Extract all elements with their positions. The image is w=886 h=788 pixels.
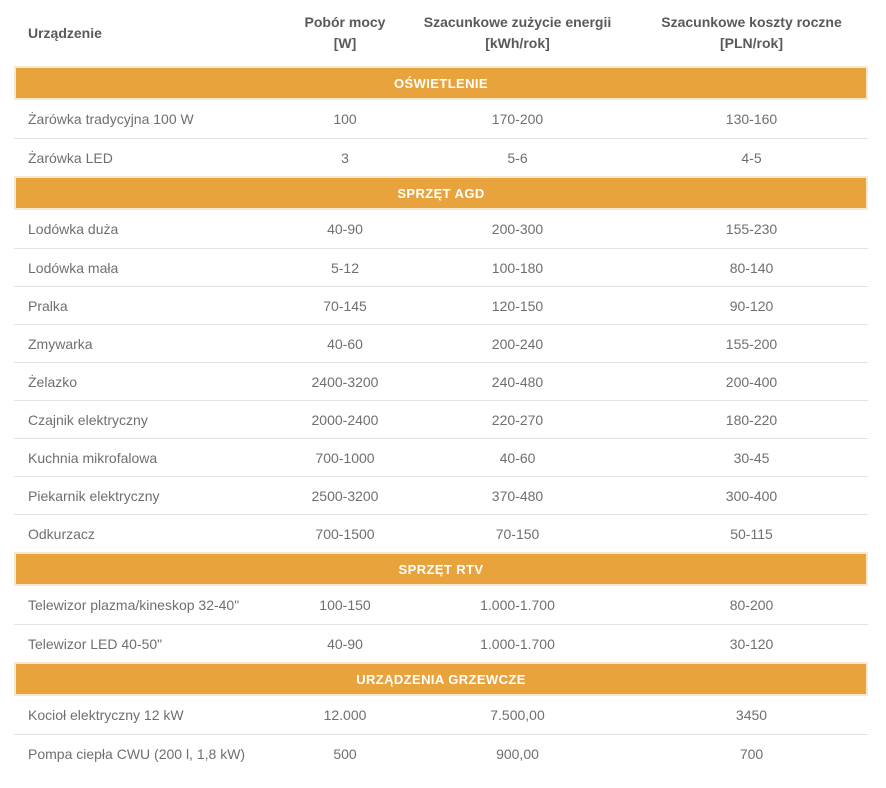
cell-cost: 155-230 — [725, 221, 778, 237]
cell-device: Telewizor plazma/kineskop 32-40" — [28, 597, 240, 613]
column-header-cost: Szacunkowe koszty roczne [PLN/rok] — [635, 12, 868, 54]
cell-device: Żelazko — [28, 373, 78, 390]
table-row: Odkurzacz 700-1500 70-150 50-115 — [14, 514, 868, 552]
cell-energy: 1.000-1.700 — [480, 635, 555, 652]
cell-energy: 5-6 — [507, 149, 528, 166]
cell-device: Piekarnik elektryczny — [28, 487, 160, 504]
column-header-label: Szacunkowe koszty roczne — [661, 14, 842, 30]
column-header-unit: [kWh/rok] — [485, 35, 550, 51]
cell-cost: 90-120 — [729, 297, 774, 314]
cell-power: 2500-3200 — [311, 487, 379, 504]
cell-energy: 200-300 — [491, 221, 544, 237]
table-row: Zmywarka 40-60 200-240 155-200 — [14, 324, 868, 362]
cell-device: Pompa ciepła CWU (200 l, 1,8 kW) — [28, 745, 246, 762]
column-header-label: Szacunkowe zużycie energii — [423, 14, 612, 30]
section-title: OŚWIETLENIE — [394, 75, 488, 91]
cell-power: 40-60 — [327, 335, 363, 352]
column-header-device: Urządzenie — [14, 23, 290, 44]
cell-power: 40-90 — [327, 221, 363, 237]
cell-power: 2000-2400 — [311, 411, 379, 428]
section-header: OŚWIETLENIE — [14, 66, 868, 100]
cell-power: 700-1000 — [315, 449, 375, 466]
cell-energy: 1.000-1.700 — [480, 597, 555, 613]
cell-device: Pralka — [28, 297, 68, 314]
cell-cost: 180-220 — [725, 411, 778, 428]
cell-cost: 130-160 — [725, 111, 778, 127]
cell-device: Żarówka LED — [28, 149, 113, 166]
section-title: SPRZĘT AGD — [397, 185, 485, 201]
column-header-unit: [W] — [333, 35, 357, 51]
cell-device: Kocioł elektryczny 12 kW — [28, 707, 184, 723]
cell-cost: 3450 — [735, 707, 768, 723]
cell-cost: 4-5 — [741, 149, 762, 166]
column-header-label: Urządzenie — [28, 24, 102, 41]
cell-device: Kuchnia mikrofalowa — [28, 449, 158, 466]
cell-cost: 50-115 — [730, 525, 773, 542]
table-row: Telewizor LED 40-50" 40-90 1.000-1.700 30-1… — [14, 624, 868, 662]
table-row: Pompa ciepła CWU (200 l, 1,8 kW) 500 900,0… — [14, 734, 868, 772]
cell-power: 500 — [333, 745, 357, 762]
section-title: URZĄDZENIA GRZEWCZE — [356, 671, 526, 687]
cell-energy: 200-240 — [491, 335, 544, 352]
section-title: SPRZĘT RTV — [398, 561, 484, 577]
column-header-label: Pobór mocy — [304, 14, 386, 30]
cell-cost: 80-200 — [729, 597, 774, 613]
cell-device: Telewizor LED 40-50" — [28, 635, 163, 652]
column-header-energy: Szacunkowe zużycie energii [kWh/rok] — [400, 12, 635, 54]
cell-power: 12.000 — [323, 707, 367, 723]
cell-power: 100-150 — [319, 597, 371, 613]
cell-device: Odkurzacz — [28, 525, 95, 542]
cell-device: Żarówka tradycyjna 100 W — [28, 111, 194, 127]
table-row: Lodówka duża 40-90 200-300 155-230 — [14, 210, 868, 248]
cell-device: Czajnik elektryczny — [28, 411, 148, 428]
table-row: Żelazko 2400-3200 240-480 200-400 — [14, 362, 868, 400]
cell-power: 100 — [333, 111, 357, 127]
table-row: Czajnik elektryczny 2000-2400 220-270 180-2… — [14, 400, 868, 438]
table-row: Kocioł elektryczny 12 kW 12.000 7.500,00 34… — [14, 696, 868, 734]
cell-device: Lodówka mała — [28, 259, 119, 276]
cell-energy: 170-200 — [491, 111, 544, 127]
cell-cost: 30-120 — [729, 635, 774, 652]
cell-energy: 70-150 — [495, 525, 540, 542]
cell-energy: 240-480 — [491, 373, 544, 390]
cell-cost: 30-45 — [733, 449, 770, 466]
table-row: Kuchnia mikrofalowa 700-1000 40-60 30-45 — [14, 438, 868, 476]
cell-device: Zmywarka — [28, 335, 93, 352]
table-row: Żarówka tradycyjna 100 W 100 170-200 130-16… — [14, 100, 868, 138]
cell-cost: 80-140 — [729, 259, 774, 276]
cell-energy: 220-270 — [491, 411, 544, 428]
cell-power: 3 — [341, 149, 349, 166]
cell-cost: 155-200 — [725, 335, 778, 352]
table-row: Żarówka LED 3 5-6 4-5 — [14, 138, 868, 176]
column-header-power: Pobór mocy [W] — [290, 12, 400, 54]
cell-cost: 700 — [739, 745, 764, 762]
section-header: URZĄDZENIA GRZEWCZE — [14, 662, 868, 696]
cell-power: 700-1500 — [315, 525, 375, 542]
cell-energy: 100-180 — [491, 259, 544, 276]
cell-device: Lodówka duża — [28, 221, 119, 237]
cell-power: 5-12 — [330, 259, 360, 276]
cell-power: 2400-3200 — [311, 373, 379, 390]
table-header: Urządzenie Pobór mocy [W] Szacunkowe zuż… — [14, 0, 868, 66]
section-header: SPRZĘT RTV — [14, 552, 868, 586]
cell-energy: 900,00 — [496, 745, 539, 762]
cell-energy: 370-480 — [491, 487, 544, 504]
cell-energy: 120-150 — [491, 297, 544, 314]
cell-energy: 40-60 — [499, 449, 536, 466]
table-row: Lodówka mała 5-12 100-180 80-140 — [14, 248, 868, 286]
cell-cost: 300-400 — [725, 487, 778, 504]
cell-energy: 7.500,00 — [490, 707, 545, 723]
table-row: Piekarnik elektryczny 2500-3200 370-480 300… — [14, 476, 868, 514]
table-row: Pralka 70-145 120-150 90-120 — [14, 286, 868, 324]
section-header: SPRZĘT AGD — [14, 176, 868, 210]
cell-power: 70-145 — [323, 297, 367, 314]
table-body: OŚWIETLENIE Żarówka tradycyjna 100 W 100 17… — [14, 66, 868, 772]
cell-power: 40-90 — [327, 635, 363, 652]
table-row: Telewizor plazma/kineskop 32-40" 100-150 1… — [14, 586, 868, 624]
energy-consumption-table: Urządzenie Pobór mocy [W] Szacunkowe zuż… — [14, 0, 868, 772]
cell-cost: 200-400 — [725, 373, 778, 390]
column-header-unit: [PLN/rok] — [720, 35, 783, 51]
